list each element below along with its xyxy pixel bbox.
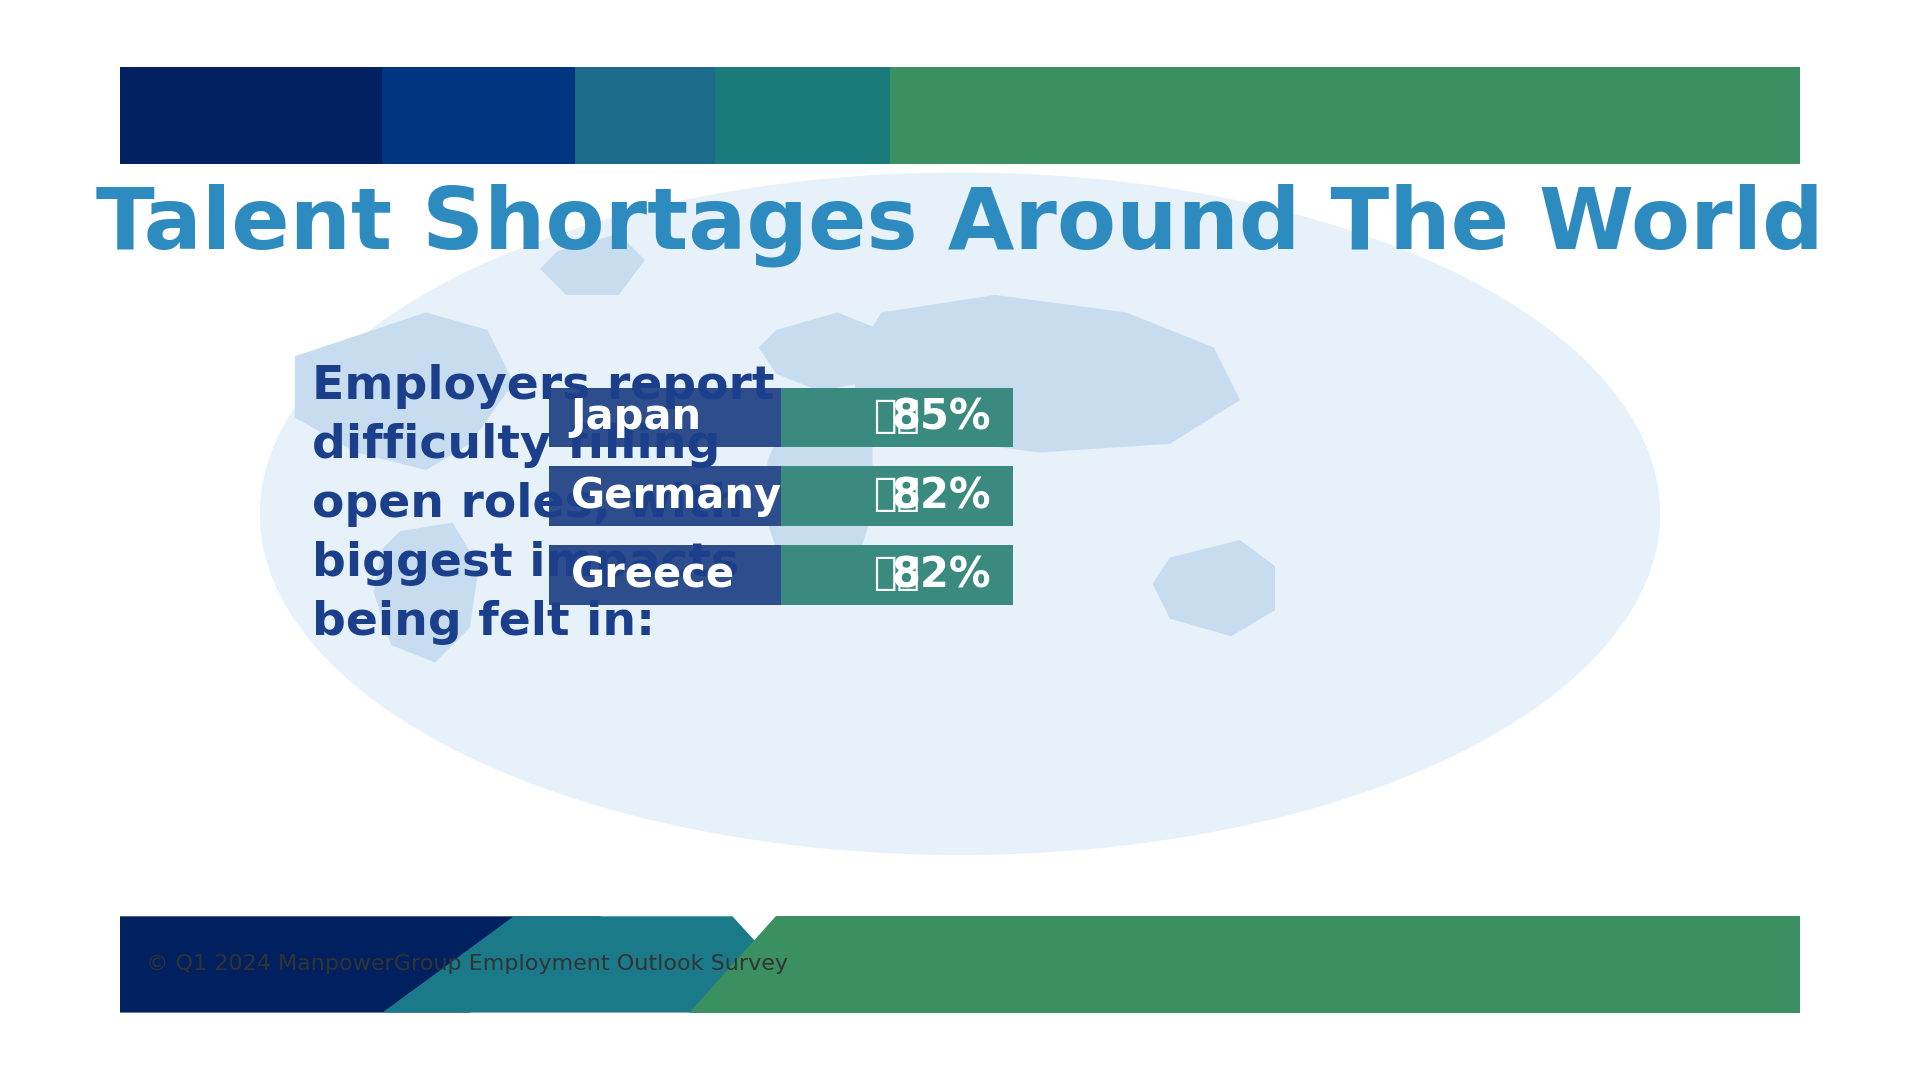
Polygon shape [119, 67, 611, 164]
FancyBboxPatch shape [785, 67, 1801, 164]
Polygon shape [426, 67, 837, 164]
Polygon shape [374, 523, 478, 662]
FancyBboxPatch shape [549, 388, 781, 447]
Text: 82%: 82% [891, 554, 991, 596]
Polygon shape [689, 916, 1801, 1013]
Text: Greece: Greece [570, 554, 735, 596]
FancyBboxPatch shape [549, 467, 781, 526]
Polygon shape [758, 312, 891, 391]
FancyBboxPatch shape [549, 545, 781, 605]
Polygon shape [119, 916, 601, 1013]
FancyBboxPatch shape [714, 67, 891, 164]
Polygon shape [768, 408, 872, 593]
Text: 🇯🇵: 🇯🇵 [874, 396, 920, 435]
Text: Employers report
difficulty filling
open roles, with
biggest impacts
being felt : Employers report difficulty filling open… [313, 364, 776, 646]
Polygon shape [540, 233, 645, 295]
Text: Japan: Japan [570, 396, 701, 438]
Text: 🇩🇪: 🇩🇪 [874, 475, 920, 513]
Polygon shape [680, 67, 1801, 164]
Text: 🇬🇷: 🇬🇷 [874, 554, 920, 592]
Text: 85%: 85% [891, 396, 991, 438]
Polygon shape [854, 295, 1240, 453]
FancyBboxPatch shape [382, 67, 574, 164]
Polygon shape [1152, 540, 1275, 636]
FancyBboxPatch shape [505, 67, 837, 164]
Polygon shape [296, 312, 515, 470]
FancyBboxPatch shape [781, 388, 1012, 447]
Text: © Q1 2024 ManpowerGroup Employment Outlook Survey: © Q1 2024 ManpowerGroup Employment Outlo… [146, 955, 787, 974]
FancyBboxPatch shape [781, 545, 1012, 605]
FancyBboxPatch shape [119, 67, 574, 164]
FancyBboxPatch shape [781, 467, 1012, 526]
Text: 82%: 82% [891, 475, 991, 517]
Text: Talent Shortages Around The World: Talent Shortages Around The World [96, 184, 1824, 267]
Polygon shape [382, 916, 820, 1013]
Ellipse shape [259, 173, 1661, 855]
Text: Germany: Germany [570, 475, 781, 517]
